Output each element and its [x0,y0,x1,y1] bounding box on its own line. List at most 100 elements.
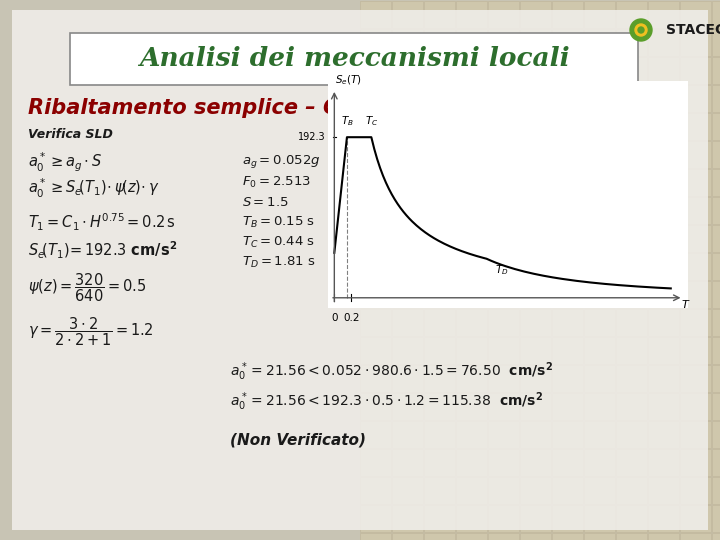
Bar [680,505,711,532]
Bar [360,57,391,84]
Bar [424,169,455,196]
Bar [584,337,615,364]
Bar [616,85,647,112]
Text: 0.2: 0.2 [343,313,359,323]
Bar [520,365,551,392]
Bar [360,309,391,336]
Bar [616,169,647,196]
Bar [392,225,423,252]
Bar [712,1,720,28]
Bar [488,421,519,448]
Bar [456,113,487,140]
Bar [488,449,519,476]
Bar [456,169,487,196]
Text: $S_e\!\left(T_1\right)\!=192.3\ \mathbf{cm/s^2}$: $S_e\!\left(T_1\right)\!=192.3\ \mathbf{… [28,239,177,261]
Text: STACEC: STACEC [666,23,720,37]
Text: (Non Verificato): (Non Verificato) [230,433,366,448]
Bar [584,113,615,140]
Bar [552,337,583,364]
Bar [520,505,551,532]
Bar [680,141,711,168]
Text: Ribaltamento semplice – Cerniera C: Ribaltamento semplice – Cerniera C [28,98,446,118]
Bar [520,337,551,364]
Bar [648,85,679,112]
Bar [712,113,720,140]
Bar [552,281,583,308]
Bar [680,85,711,112]
Bar [552,449,583,476]
Circle shape [630,19,652,41]
Bar [456,29,487,56]
Bar [584,477,615,504]
Bar [360,141,391,168]
Bar [392,337,423,364]
Bar [552,225,583,252]
Bar [680,1,711,28]
Bar [680,225,711,252]
Bar [584,393,615,420]
Bar [584,197,615,224]
Bar [552,141,583,168]
Bar [392,85,423,112]
Bar [456,1,487,28]
Bar [712,505,720,532]
Bar [520,141,551,168]
Bar [552,197,583,224]
Bar [520,309,551,336]
Bar [680,57,711,84]
Bar [584,533,615,540]
Bar [712,533,720,540]
Bar [648,225,679,252]
Bar [616,365,647,392]
Bar [680,421,711,448]
Bar [424,449,455,476]
Bar [712,85,720,112]
Bar [424,225,455,252]
Text: $T$: $T$ [681,299,690,310]
Bar [456,449,487,476]
Bar [456,281,487,308]
Bar [552,29,583,56]
Bar [360,365,391,392]
Bar [360,113,391,140]
Bar [360,253,391,280]
Bar [552,421,583,448]
Bar [680,113,711,140]
Bar [520,1,551,28]
Bar [392,197,423,224]
Bar [552,533,583,540]
Bar [552,57,583,84]
Bar [648,309,679,336]
Bar [712,225,720,252]
Bar [584,225,615,252]
Bar [488,169,519,196]
Bar [680,197,711,224]
Bar [392,57,423,84]
Bar [456,533,487,540]
Bar [552,505,583,532]
Bar [360,169,391,196]
Text: $S = 1.5$: $S = 1.5$ [242,195,289,208]
Bar [552,477,583,504]
Text: $a_0^* \geq a_g \cdot S$: $a_0^* \geq a_g \cdot S$ [28,150,102,174]
Bar [424,365,455,392]
Bar [520,533,551,540]
Text: 192.3: 192.3 [298,132,326,142]
Bar [520,113,551,140]
Text: 0: 0 [331,313,338,323]
Bar [424,393,455,420]
Text: Verifica SLD: Verifica SLD [28,129,113,141]
Bar [392,365,423,392]
Bar [360,85,391,112]
Bar [488,337,519,364]
Bar [456,253,487,280]
Text: $a_0^* \geq S_e\!\left(T_1\right)\!\cdot\psi\!\left(z\right)\!\cdot\gamma$: $a_0^* \geq S_e\!\left(T_1\right)\!\cdot… [28,177,160,200]
Bar [456,421,487,448]
Bar [584,281,615,308]
Bar [680,477,711,504]
Bar [712,393,720,420]
Bar [552,365,583,392]
Bar [584,169,615,196]
Bar [648,281,679,308]
Bar [584,1,615,28]
